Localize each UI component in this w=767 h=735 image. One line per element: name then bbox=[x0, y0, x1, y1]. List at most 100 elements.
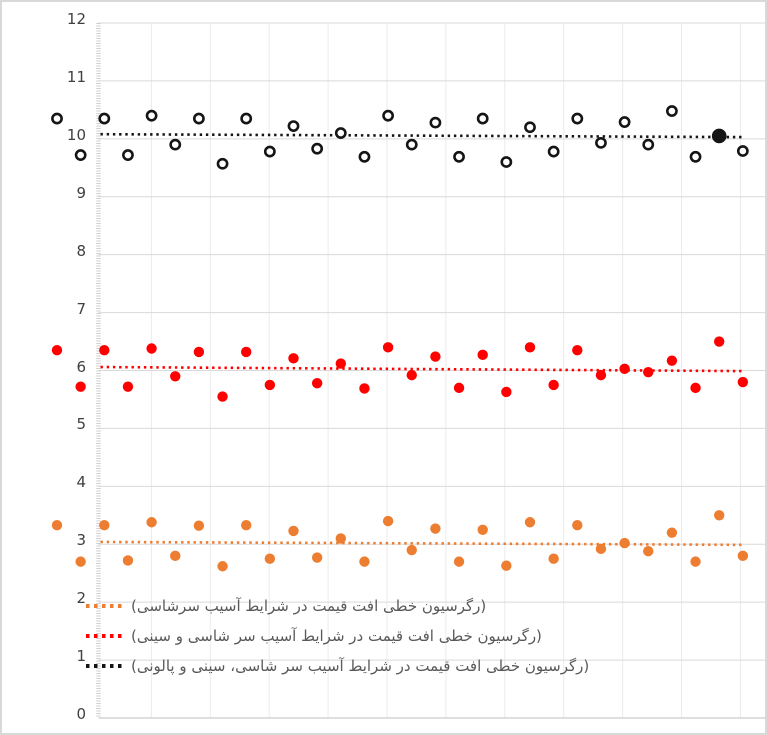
trendline-sample-dots-red bbox=[86, 634, 126, 638]
data-point-series-red bbox=[122, 381, 134, 392]
data-point-series-orange bbox=[406, 544, 417, 556]
data-point-series-black bbox=[311, 142, 324, 155]
data-point-series-black bbox=[453, 150, 465, 163]
data-point-series-orange bbox=[453, 556, 465, 567]
data-point-series-orange bbox=[477, 524, 488, 535]
data-point-series-red bbox=[619, 363, 630, 374]
y-axis-label: 1 bbox=[76, 647, 86, 666]
data-point-series-orange bbox=[382, 515, 394, 527]
data-point-series-orange bbox=[311, 552, 323, 563]
data-point-series-orange bbox=[714, 510, 725, 521]
data-point-series-black bbox=[500, 156, 513, 168]
data-point-series-black bbox=[192, 112, 205, 125]
data-point-series-black bbox=[571, 112, 584, 125]
data-point-series-red bbox=[572, 345, 583, 356]
data-point-series-red bbox=[335, 358, 346, 369]
data-point-series-red bbox=[359, 383, 370, 394]
data-point-series-black bbox=[736, 145, 749, 157]
data-point-series-black bbox=[334, 127, 347, 139]
data-point-series-orange bbox=[170, 550, 181, 562]
data-point-series-red bbox=[666, 355, 678, 366]
data-point-series-orange bbox=[548, 553, 559, 564]
data-point-series-red bbox=[430, 351, 441, 362]
data-point-series-red bbox=[170, 371, 181, 382]
data-point-series-red bbox=[501, 386, 512, 398]
y-axis-label: 0 bbox=[76, 705, 86, 723]
legend-label: (رگرسیون خطی افت قیمت در شرایط آسیب سر ش… bbox=[131, 627, 542, 645]
data-point-series-red bbox=[51, 345, 63, 356]
data-point-series-red bbox=[99, 345, 110, 356]
data-point-series-orange bbox=[737, 550, 749, 562]
legend-label: (رگرسیون خطی افت قیمت در شرایط آسیب سرشا… bbox=[131, 597, 487, 615]
data-point-series-orange bbox=[51, 519, 63, 531]
legend: (رگرسیون خطی افت قیمت در شرایط آسیب سرشا… bbox=[86, 591, 589, 681]
data-point-series-red bbox=[548, 379, 559, 391]
data-point-series-orange bbox=[335, 533, 346, 544]
data-point-series-black bbox=[429, 116, 442, 129]
data-point-series-orange bbox=[359, 556, 370, 567]
data-point-series-red bbox=[690, 382, 701, 394]
data-point-series-orange bbox=[524, 517, 536, 528]
data-point-series-black bbox=[51, 112, 63, 125]
data-point-series-black bbox=[689, 150, 702, 163]
data-point-series-red bbox=[737, 376, 749, 388]
data-point-series-red bbox=[75, 381, 86, 392]
data-point-series-red bbox=[241, 346, 252, 358]
data-point-series-orange bbox=[241, 519, 252, 531]
data-point-series-red bbox=[146, 343, 157, 354]
data-point-series-orange bbox=[643, 546, 654, 557]
y-axis-label: 2 bbox=[76, 589, 86, 608]
y-axis-label: 5 bbox=[76, 415, 86, 434]
data-point-series-orange bbox=[572, 519, 583, 531]
data-point-series-red bbox=[643, 367, 654, 378]
data-point-series-black bbox=[711, 128, 727, 144]
data-point-series-black bbox=[98, 112, 111, 125]
data-point-series-red bbox=[382, 342, 394, 353]
data-point-series-black bbox=[358, 150, 371, 163]
y-axis-label: 6 bbox=[76, 357, 86, 376]
data-point-series-black bbox=[618, 116, 631, 128]
data-point-series-orange bbox=[430, 523, 441, 534]
legend-item-orange-trend: (رگرسیون خطی افت قیمت در شرایط آسیب سرشا… bbox=[86, 591, 589, 621]
data-point-series-black bbox=[263, 145, 276, 158]
data-point-series-red bbox=[264, 379, 276, 391]
data-point-series-orange bbox=[193, 520, 205, 531]
data-point-series-black bbox=[666, 105, 678, 117]
data-point-series-red bbox=[524, 342, 536, 353]
data-point-series-black bbox=[216, 157, 229, 170]
data-point-series-orange bbox=[217, 561, 228, 572]
trend-black bbox=[100, 132, 743, 139]
data-point-series-black bbox=[122, 149, 134, 161]
data-point-series-orange bbox=[99, 519, 110, 531]
trendline-sample-dots-black bbox=[86, 664, 126, 668]
trend-orange bbox=[100, 540, 743, 547]
legend-item-red-trend: (رگرسیون خطی افت قیمت در شرایط آسیب سر ش… bbox=[86, 621, 589, 651]
data-point-series-orange bbox=[264, 553, 276, 564]
y-axis-label: 7 bbox=[76, 299, 86, 318]
data-point-series-black bbox=[476, 112, 489, 125]
trendline-sample-dots-orange bbox=[86, 604, 126, 608]
data-point-series-red bbox=[193, 346, 205, 358]
data-point-series-black bbox=[240, 112, 253, 125]
data-point-series-red bbox=[595, 369, 607, 381]
data-point-series-red bbox=[217, 391, 228, 402]
y-axis-label: 12 bbox=[66, 10, 86, 28]
data-point-series-red bbox=[288, 353, 299, 364]
legend-label: (رگرسیون خطی افت قیمت در شرایط آسیب سر ش… bbox=[131, 657, 590, 675]
data-point-series-orange bbox=[501, 560, 512, 571]
y-axis-label: 9 bbox=[76, 183, 86, 202]
data-point-series-black bbox=[287, 120, 300, 132]
data-point-series-black bbox=[524, 121, 536, 134]
data-point-series-red bbox=[311, 378, 323, 389]
data-point-series-orange bbox=[146, 517, 157, 528]
data-point-series-red bbox=[453, 382, 465, 394]
data-point-series-black bbox=[145, 109, 158, 122]
data-point-series-black bbox=[595, 136, 607, 149]
data-point-series-black bbox=[169, 138, 182, 151]
data-point-series-orange bbox=[690, 556, 701, 567]
trend-red bbox=[100, 365, 743, 373]
y-axis-label: 4 bbox=[76, 473, 86, 492]
data-point-series-black bbox=[547, 145, 560, 158]
